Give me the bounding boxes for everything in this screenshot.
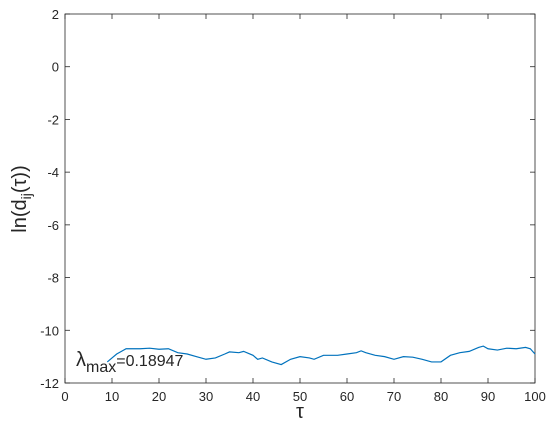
y-tick-label: 2 (52, 7, 59, 22)
x-tick-label: 60 (340, 389, 354, 404)
x-tick-label: 80 (434, 389, 448, 404)
x-tick-label: 50 (293, 389, 307, 404)
x-tick-label: 90 (481, 389, 495, 404)
y-label-subscript: ij (18, 193, 34, 199)
y-tick-label: -2 (47, 112, 59, 127)
data-line (106, 345, 536, 366)
y-tick-label: -6 (47, 218, 59, 233)
x-tick-label: 30 (199, 389, 213, 404)
annotation-symbol: λ (76, 349, 86, 371)
x-tick-label: 40 (246, 389, 260, 404)
y-label-end: (τ)) (9, 165, 31, 193)
annotation-text: =0.18947 (116, 353, 183, 370)
x-tick-label: 70 (387, 389, 401, 404)
x-axis-label: τ (296, 401, 304, 423)
x-tick-label: 0 (61, 389, 68, 404)
y-axis-label: ln(dij(τ)) (9, 165, 34, 232)
y-label-main: ln(d (9, 199, 31, 232)
x-tick-label: 10 (105, 389, 119, 404)
y-tick-label: -12 (40, 376, 59, 391)
annotation: λmax=0.18947 (76, 349, 184, 376)
y-tick-label: -8 (47, 271, 59, 286)
y-tick-label: 0 (52, 60, 59, 75)
x-tick-label: 20 (152, 389, 166, 404)
plot-box (64, 13, 536, 384)
x-tick-label: 100 (524, 389, 546, 404)
y-tick-label: -10 (40, 323, 59, 338)
annotation-subscript: max (86, 359, 116, 376)
y-tick-label: -4 (47, 165, 59, 180)
